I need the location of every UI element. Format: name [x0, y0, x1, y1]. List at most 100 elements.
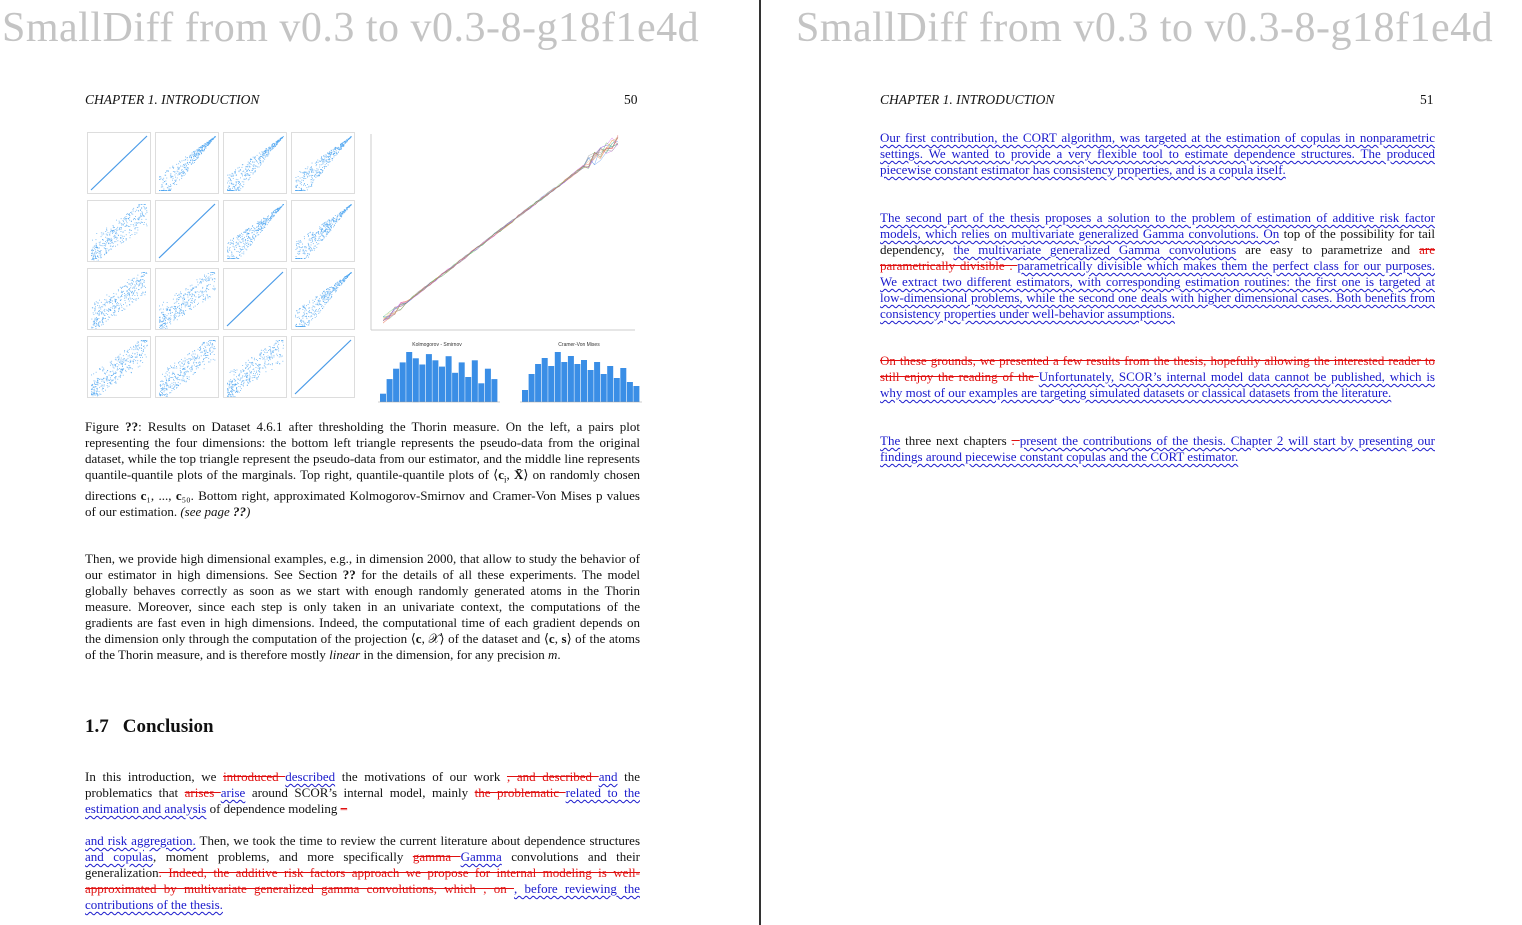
histogram-bar [548, 366, 555, 402]
scatter-cell [155, 268, 219, 330]
conclusion-paragraph-2: and risk aggregation. Then, we took the … [85, 833, 640, 913]
inserted-text: the multivariate generalized Gamma convo… [953, 242, 1237, 257]
unchanged-text: In this introduction, we [85, 769, 224, 784]
scatter-cell [87, 200, 151, 262]
running-head: CHAPTER 1. INTRODUCTION [85, 92, 260, 107]
inserted-text: Our first contribution, the CORT algorit… [880, 130, 1435, 177]
histogram-bar [528, 374, 535, 402]
histogram-bar [554, 352, 561, 402]
inserted-text: Unfortunately, SCOR’s internal model dat… [880, 369, 1435, 400]
right-page: SmallDiff from v0.3 to v0.3-8-g18f1e4d C… [762, 0, 1522, 925]
inserted-text: and risk aggregation. [85, 833, 196, 848]
histogram-bar [594, 362, 601, 402]
histogram-bar [522, 390, 528, 402]
deleted-text: arises [184, 785, 221, 800]
inserted-text: parametrically divisible which makes the… [880, 258, 1436, 321]
histogram-bar [581, 360, 587, 402]
histogram-bar [393, 368, 400, 402]
inserted-text: and copulas [85, 849, 153, 864]
histogram-bar [452, 372, 459, 402]
contribution-paragraph-4: The three next chapters . present the co… [880, 433, 1435, 465]
deleted-text: the problematic [474, 785, 566, 800]
qq-series-line [382, 142, 619, 322]
unchanged-text: top of the possibility for tail dependen… [880, 226, 1435, 257]
histogram-bar [458, 362, 465, 402]
page-number: 51 [1420, 92, 1434, 107]
results-figure: Kolmogorov - Smirnov Cramer-Von Mises [85, 130, 642, 410]
unchanged-text: the problematics that [85, 769, 640, 800]
histogram-bar [600, 374, 607, 402]
histogram-bar [478, 383, 485, 403]
figure-caption: Figure ??: Results on Dataset 4.6.1 afte… [85, 419, 640, 519]
ks-histogram-title: Kolmogorov - Smirnov [412, 342, 462, 348]
histogram-bar [432, 360, 439, 402]
conclusion-paragraph-1: In this introduction, we introduced desc… [85, 769, 640, 817]
deleted-text: , and described [506, 769, 599, 784]
deleted-text: . [1011, 433, 1020, 448]
scatter-cell [155, 336, 219, 398]
histogram-bar [633, 386, 640, 402]
diff-watermark: SmallDiff from v0.3 to v0.3-8-g18f1e4d [2, 5, 700, 51]
histogram-bar [419, 364, 426, 402]
histogram-bar [535, 364, 542, 402]
scatter-cell [291, 200, 355, 262]
histogram-bar [412, 358, 419, 403]
histogram-bar [471, 360, 478, 402]
inserted-text: related to the estimation and analysis [85, 785, 640, 816]
unchanged-text: around SCOR’s internal model, mainly [245, 785, 475, 800]
unchanged-text: of dependence modeling [206, 801, 341, 816]
inserted-text: arise [220, 785, 246, 800]
scatter-cell [223, 132, 287, 194]
contribution-paragraph-2: The second part of the thesis proposes a… [880, 210, 1435, 322]
histogram-bar [626, 382, 633, 402]
deleted-text: are parametrically divisible . [880, 242, 1435, 273]
histogram-bar [445, 356, 452, 402]
inserted-text: , before reviewing the contributions of … [85, 881, 640, 912]
histogram-bar [613, 378, 620, 402]
left-page: SmallDiff from v0.3 to v0.3-8-g18f1e4d C… [0, 0, 760, 925]
qq-plot [365, 130, 640, 335]
unchanged-text: are easy to parametrize and [1236, 242, 1420, 257]
qq-marginal-cell [87, 132, 151, 194]
deleted-text: introduced [223, 769, 286, 784]
inserted-text: The [880, 433, 901, 448]
histogram-bar [491, 379, 498, 402]
deleted-text: gamma [412, 849, 461, 864]
scatter-cell [291, 132, 355, 194]
qq-marginal-cell [155, 200, 219, 262]
histogram-bar [574, 364, 581, 402]
pairs-plot [85, 130, 365, 402]
deleted-text: . Indeed, the additive risk factors appr… [85, 865, 640, 896]
inserted-text: described [285, 769, 336, 784]
scatter-cell [155, 132, 219, 194]
scatter-cell [223, 336, 287, 398]
histogram-bar [561, 362, 568, 402]
cvm-histogram-title: Cramer-Von Mises [558, 342, 600, 348]
deleted-text: – [340, 801, 348, 816]
page-divider [759, 0, 761, 925]
unchanged-text: Then, we took the time to review the cur… [195, 833, 641, 848]
body-paragraph: Then, we provide high dimensional exampl… [85, 551, 641, 662]
unchanged-text: convolutions and their generalization [85, 849, 641, 880]
histogram-bar [620, 368, 627, 402]
unchanged-text: the motivations of our work [335, 769, 507, 784]
scatter-cell [291, 268, 355, 330]
scatter-cell [87, 268, 151, 330]
histogram-bar [439, 366, 445, 402]
unchanged-text: three next chapters [900, 433, 1012, 448]
histogram-bar [587, 370, 594, 402]
histogram-bar [567, 356, 574, 402]
diff-watermark: SmallDiff from v0.3 to v0.3-8-g18f1e4d [796, 5, 1494, 51]
contribution-paragraph-3: On these grounds, we presented a few res… [880, 353, 1435, 401]
page-number: 50 [624, 92, 638, 107]
qq-marginal-cell [223, 268, 287, 330]
histogram-bar [399, 362, 406, 402]
inserted-text: and [598, 769, 618, 784]
section-heading: 1.7 Conclusion [85, 716, 214, 737]
deleted-text: On these grounds, we presented a few res… [880, 353, 1435, 384]
histogram-bar [607, 366, 614, 402]
unchanged-text: , moment problems, and more specifically [152, 849, 413, 864]
inserted-text: present the contributions of the thesis.… [880, 433, 1435, 464]
scatter-cell [87, 336, 151, 398]
histogram-bar [465, 377, 472, 402]
